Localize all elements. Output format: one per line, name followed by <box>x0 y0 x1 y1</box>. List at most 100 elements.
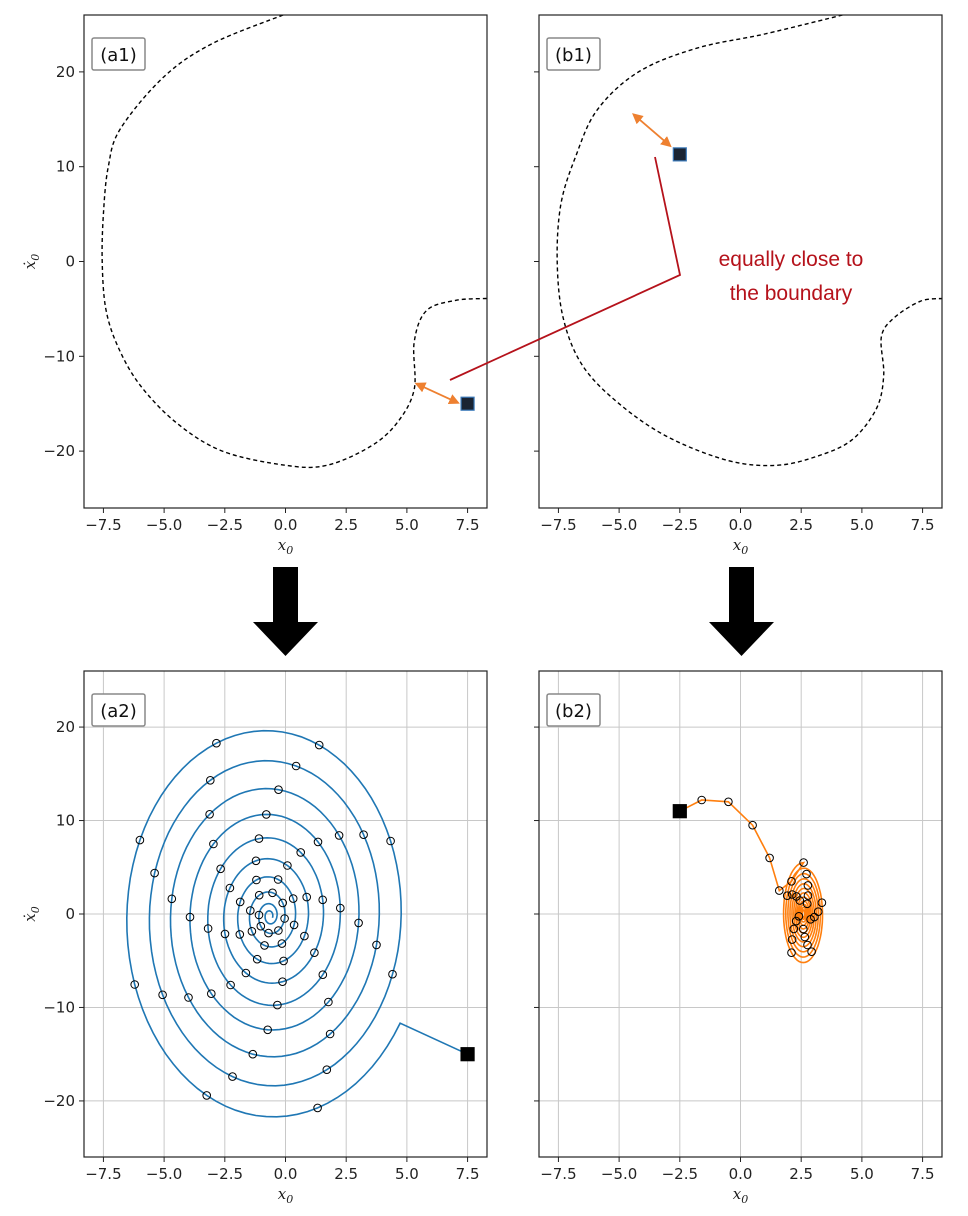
sample-marker <box>202 1091 211 1100</box>
sample-marker <box>277 939 287 948</box>
x-axis-label: x0 <box>278 536 293 557</box>
sample-marker <box>388 969 397 979</box>
sample-marker <box>697 795 707 805</box>
sample-marker <box>313 837 323 847</box>
start-square-marker <box>460 396 475 411</box>
y-axis-label: ẋ0 <box>21 254 42 269</box>
x-tick-label: −2.5 <box>662 516 698 534</box>
sample-marker <box>795 896 805 905</box>
y-tick-label: 0 <box>65 905 75 923</box>
trajectory-line <box>679 799 824 964</box>
panel-label-box <box>546 37 601 71</box>
sample-marker <box>280 914 289 923</box>
y-axis-label: ẋ0 <box>21 906 42 921</box>
panel-label: (a1) <box>100 45 137 66</box>
panel-label: (b1) <box>555 45 592 66</box>
y-tick-label: 10 <box>56 812 75 830</box>
x-axis-label: x0 <box>733 1185 748 1206</box>
x-tick-label: 5.0 <box>850 516 874 534</box>
x-tick-label: −7.5 <box>540 1165 576 1183</box>
x-tick-label: 0.0 <box>274 516 298 534</box>
sample-marker <box>372 940 381 950</box>
panel-a1: −7.5 −5.0 −2.5 0.0 2.5 5.0 7.5 −20 −10 0 10 20 x0 ẋ0… <box>21 14 488 557</box>
trajectory-line <box>125 729 468 1118</box>
panel-b1: −7.5 −5.0 −2.5 0.0 2.5 5.0 7.5 x0 (b1) <box>534 14 943 557</box>
annotation-text-line2: the boundary <box>730 282 853 305</box>
y-tick-label: −20 <box>43 442 75 460</box>
sample-marker <box>787 948 796 958</box>
sample-marker <box>300 931 309 941</box>
sample-marker <box>246 906 255 915</box>
sample-marker <box>775 886 784 895</box>
sample-marker <box>765 853 774 863</box>
plot-area <box>101 15 487 469</box>
sample-marker <box>203 924 213 933</box>
sample-marker <box>254 834 264 843</box>
sample-marker <box>807 947 816 957</box>
axes-frame <box>83 14 488 509</box>
x-tick-label: 0.0 <box>729 516 753 534</box>
sample-marker <box>313 1103 322 1113</box>
sample-marker <box>787 877 796 886</box>
plot-area <box>679 795 827 964</box>
sample-marker <box>324 997 333 1007</box>
x-tick-label: 7.5 <box>911 516 935 534</box>
panel-label-box <box>546 693 601 727</box>
sample-marker <box>782 891 792 901</box>
start-square-marker <box>672 147 687 162</box>
x-tick-label: 2.5 <box>789 516 813 534</box>
x-tick-label: −2.5 <box>662 1165 698 1183</box>
x-tick-label: −5.0 <box>601 516 637 534</box>
double-headed-arrow-icon <box>414 382 460 405</box>
sample-marker <box>220 929 230 939</box>
x-tick-label: 0.0 <box>274 1165 298 1183</box>
sample-marker <box>150 868 159 878</box>
sample-marker <box>787 935 797 944</box>
sample-marker <box>789 924 799 934</box>
x-tick-label: 5.0 <box>395 1165 419 1183</box>
sample-marker <box>248 1049 258 1059</box>
y-tick-label: −10 <box>43 347 75 365</box>
sample-marker <box>283 861 292 870</box>
sample-marker <box>235 930 245 939</box>
sample-marker <box>787 890 797 899</box>
sample-marker <box>803 881 813 890</box>
sample-marker <box>800 932 810 942</box>
x-tick-label: 7.5 <box>911 1165 935 1183</box>
axes-frame <box>538 670 943 1158</box>
x-tick-label: −2.5 <box>207 1165 243 1183</box>
sample-marker <box>794 912 804 921</box>
sample-marker <box>318 895 328 905</box>
sample-marker <box>318 970 328 980</box>
sample-marker <box>263 1025 273 1035</box>
sample-marker <box>302 892 312 902</box>
sample-marker <box>817 898 827 908</box>
boundary-curve <box>101 15 487 469</box>
sample-marker <box>314 740 324 750</box>
panel-label-box <box>91 37 146 71</box>
sample-marker <box>273 875 283 884</box>
sample-marker <box>806 915 815 924</box>
sample-marker <box>262 810 271 819</box>
sample-marker <box>158 990 167 1000</box>
double-headed-arrow-icon <box>632 113 672 148</box>
panel-b2: −7.5 −5.0 −2.5 0.0 2.5 5.0 7.5 x0 (b2) <box>534 670 943 1206</box>
x-tick-label: 2.5 <box>334 1165 358 1183</box>
sample-marker <box>273 1000 282 1010</box>
x-axis-label: x0 <box>278 1185 293 1206</box>
sample-marker <box>256 921 266 931</box>
sample-marker <box>241 968 251 978</box>
sample-marker <box>802 869 811 879</box>
start-square-marker <box>672 804 687 819</box>
sample-marker <box>228 1072 237 1081</box>
sample-marker <box>359 830 368 840</box>
sample-marker <box>254 890 264 900</box>
sample-marker <box>724 797 733 807</box>
sample-marker <box>254 910 264 920</box>
sample-marker <box>748 820 757 830</box>
y-tick-label: 20 <box>56 63 75 81</box>
panel-label: (b2) <box>555 701 592 722</box>
y-tick-label: 10 <box>56 158 75 176</box>
down-arrow-icon <box>709 567 774 656</box>
